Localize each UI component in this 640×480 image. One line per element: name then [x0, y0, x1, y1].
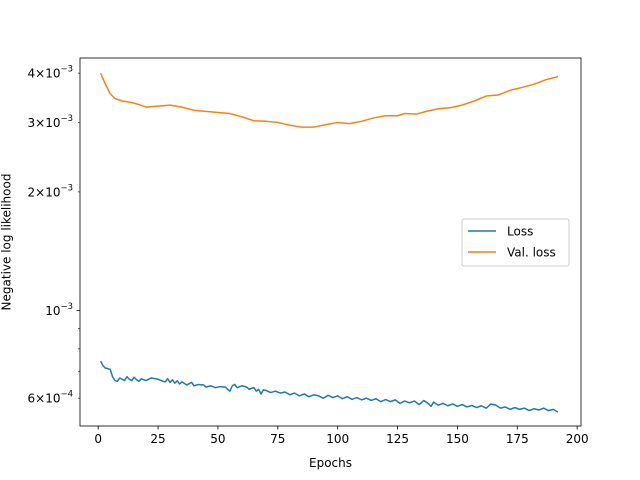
y-tick-label: 2×10−3 [28, 183, 74, 199]
x-tick-label: 150 [446, 432, 469, 446]
y-axis-label: Negative log likelihood [0, 174, 14, 311]
x-tick-label: 125 [386, 432, 409, 446]
x-tick-label: 200 [566, 432, 589, 446]
y-tick-label: 10−3 [45, 302, 73, 318]
x-axis: 0 25 50 75 100 125 150 175 200 [94, 426, 589, 446]
x-tick-label: 25 [150, 432, 165, 446]
x-tick-label: 100 [326, 432, 349, 446]
y-tick-label: 6×10−4 [28, 390, 74, 406]
x-tick-label: 75 [270, 432, 285, 446]
y-tick-label: 4×10−3 [28, 65, 74, 81]
series-line-loss [99, 360, 559, 413]
legend-label: Val. loss [507, 246, 556, 260]
x-axis-label: Epochs [309, 456, 352, 470]
axes-frame [79, 57, 582, 427]
series-group [99, 72, 559, 413]
y-tick-label: 3×10−3 [28, 114, 74, 130]
legend: Loss Val. loss [461, 218, 570, 267]
legend-label: Loss [507, 225, 533, 239]
x-tick-label: 175 [506, 432, 529, 446]
series-line-val-loss [99, 72, 559, 128]
x-tick-label: 50 [210, 432, 225, 446]
y-axis: 10−3 6×10−4 2×10−3 3×10−3 4×10−3 [28, 65, 80, 406]
x-tick-label: 0 [94, 432, 102, 446]
